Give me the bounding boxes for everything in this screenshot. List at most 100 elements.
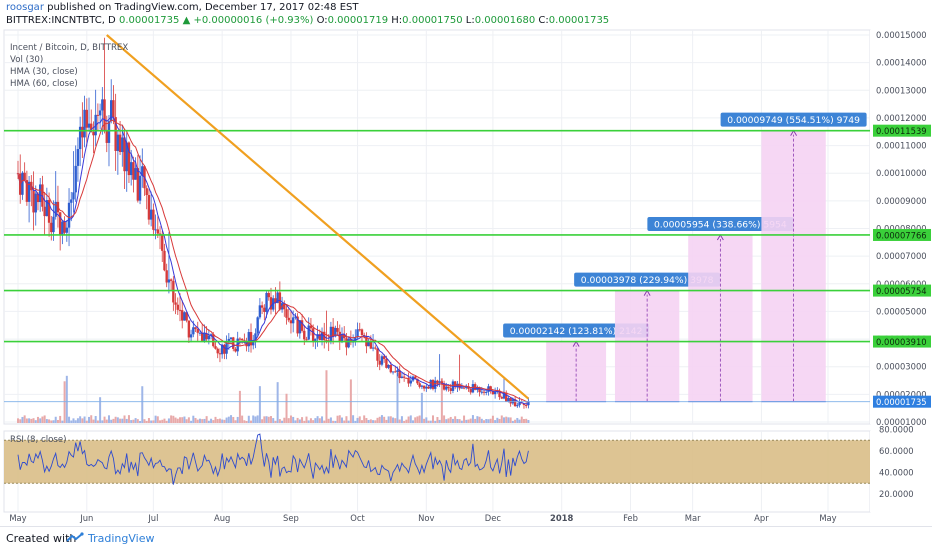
volume-bar (292, 416, 295, 423)
volume-bar (83, 416, 86, 423)
volume-bar (423, 418, 426, 423)
candle-body (309, 325, 313, 329)
volume-bar (183, 416, 186, 423)
volume-bar (252, 415, 255, 423)
candle-body (152, 209, 155, 230)
projection-layer: 0.00002142 (123.81%) 2142 0.00003978 (229… (503, 112, 867, 403)
tradingview-brand[interactable]: TradingView (88, 532, 155, 545)
price-axis[interactable]: 0.00015000 0.00014000 0.00013000 0.00012000… (870, 30, 932, 427)
candle-body (289, 320, 293, 324)
candle-body (489, 386, 492, 392)
candle-body (110, 100, 113, 122)
candle-body (524, 405, 528, 407)
volume-bar (265, 416, 268, 423)
volume-bar (256, 415, 259, 423)
candle-body (187, 320, 191, 338)
candle-body (181, 310, 184, 321)
time-tick-label: Aug (214, 513, 230, 523)
volume-bar (354, 420, 357, 423)
candle-body (498, 391, 501, 398)
volume-bar (165, 420, 168, 423)
level-tag-label: 0.00003910 (876, 337, 927, 347)
legend-hma60: HMA (60, close) (10, 79, 78, 89)
candle-body (212, 334, 215, 347)
volume-bar (56, 419, 59, 423)
candle-body (161, 234, 164, 251)
volume-bar (85, 420, 88, 423)
volume-bar (514, 419, 517, 423)
author-link[interactable]: roosgar (6, 2, 44, 13)
candle-body (136, 168, 140, 201)
price-tick-label: 0.00009000 (876, 196, 927, 206)
created-with-text: Created with (6, 532, 77, 545)
candle-body (92, 131, 95, 136)
volume-bar (119, 418, 122, 423)
candle-body (70, 199, 73, 203)
volume-bar (41, 416, 44, 423)
candle-body (240, 339, 244, 341)
candle-body (276, 292, 279, 304)
volume-bar (405, 419, 408, 423)
price-tick-label: 0.00010000 (876, 168, 927, 178)
candle-body (98, 110, 102, 116)
volume-bar (329, 417, 332, 423)
volume-bar (416, 416, 419, 423)
volume-bar (445, 419, 448, 423)
legend-title: Incent / Bitcoin, D, BITTREX (10, 43, 128, 53)
volume-bar (436, 417, 439, 423)
candle-body (263, 307, 266, 312)
volume-bar (127, 415, 130, 423)
volume-bar (369, 419, 372, 423)
level-tag (873, 124, 931, 137)
volume-bar (487, 419, 490, 423)
volume-bar (141, 386, 144, 423)
candle-body (527, 401, 530, 406)
trendline[interactable] (106, 34, 530, 400)
volume-bar (443, 415, 446, 423)
candle-body (267, 292, 270, 298)
candle-body (447, 386, 450, 389)
tradingview-logo-icon (66, 532, 84, 542)
volume-bar (112, 418, 115, 423)
volume-bar (90, 415, 93, 423)
volume-bar (414, 417, 417, 423)
volume-bar (105, 419, 108, 423)
candle-body (192, 327, 195, 335)
candle-body (185, 312, 188, 321)
candle-body (449, 388, 452, 391)
volume-bar (314, 418, 317, 423)
time-tick-label: Sep (283, 513, 299, 523)
volume-bar (363, 415, 366, 423)
time-axis[interactable]: May Jun Jul Aug Sep Oct Nov Dec 2018 Feb Mar Apr May (9, 513, 836, 523)
volume-bar (403, 420, 406, 423)
volume-bar (17, 418, 19, 423)
volume-bar (341, 417, 343, 423)
candle-body (36, 193, 40, 203)
volume-bar (498, 418, 501, 423)
volume-bar (176, 418, 179, 423)
candle-body (278, 292, 282, 310)
volume-bar (68, 416, 71, 423)
volume-bar (496, 417, 499, 423)
price-tick-label: 0.00001000 (876, 417, 927, 427)
candle-body (402, 376, 406, 378)
volume-bar (250, 420, 253, 423)
candle-body (214, 346, 217, 349)
volume-bar (420, 392, 423, 423)
candle-body (418, 383, 421, 387)
volume-bar (412, 420, 415, 423)
volume-bar (130, 420, 133, 423)
trendline-segment[interactable] (106, 34, 530, 400)
volume-bar (425, 417, 428, 423)
candle-body (229, 337, 233, 340)
candle-body (303, 330, 306, 340)
footer: Created with TradingView (0, 526, 932, 550)
volume-bar (485, 419, 488, 423)
volume-bar (245, 420, 248, 423)
volume-bar (207, 420, 210, 423)
volume-bar (374, 420, 377, 423)
volume-bar (145, 420, 148, 423)
volume-bar (398, 419, 401, 423)
candle-body (493, 392, 497, 395)
